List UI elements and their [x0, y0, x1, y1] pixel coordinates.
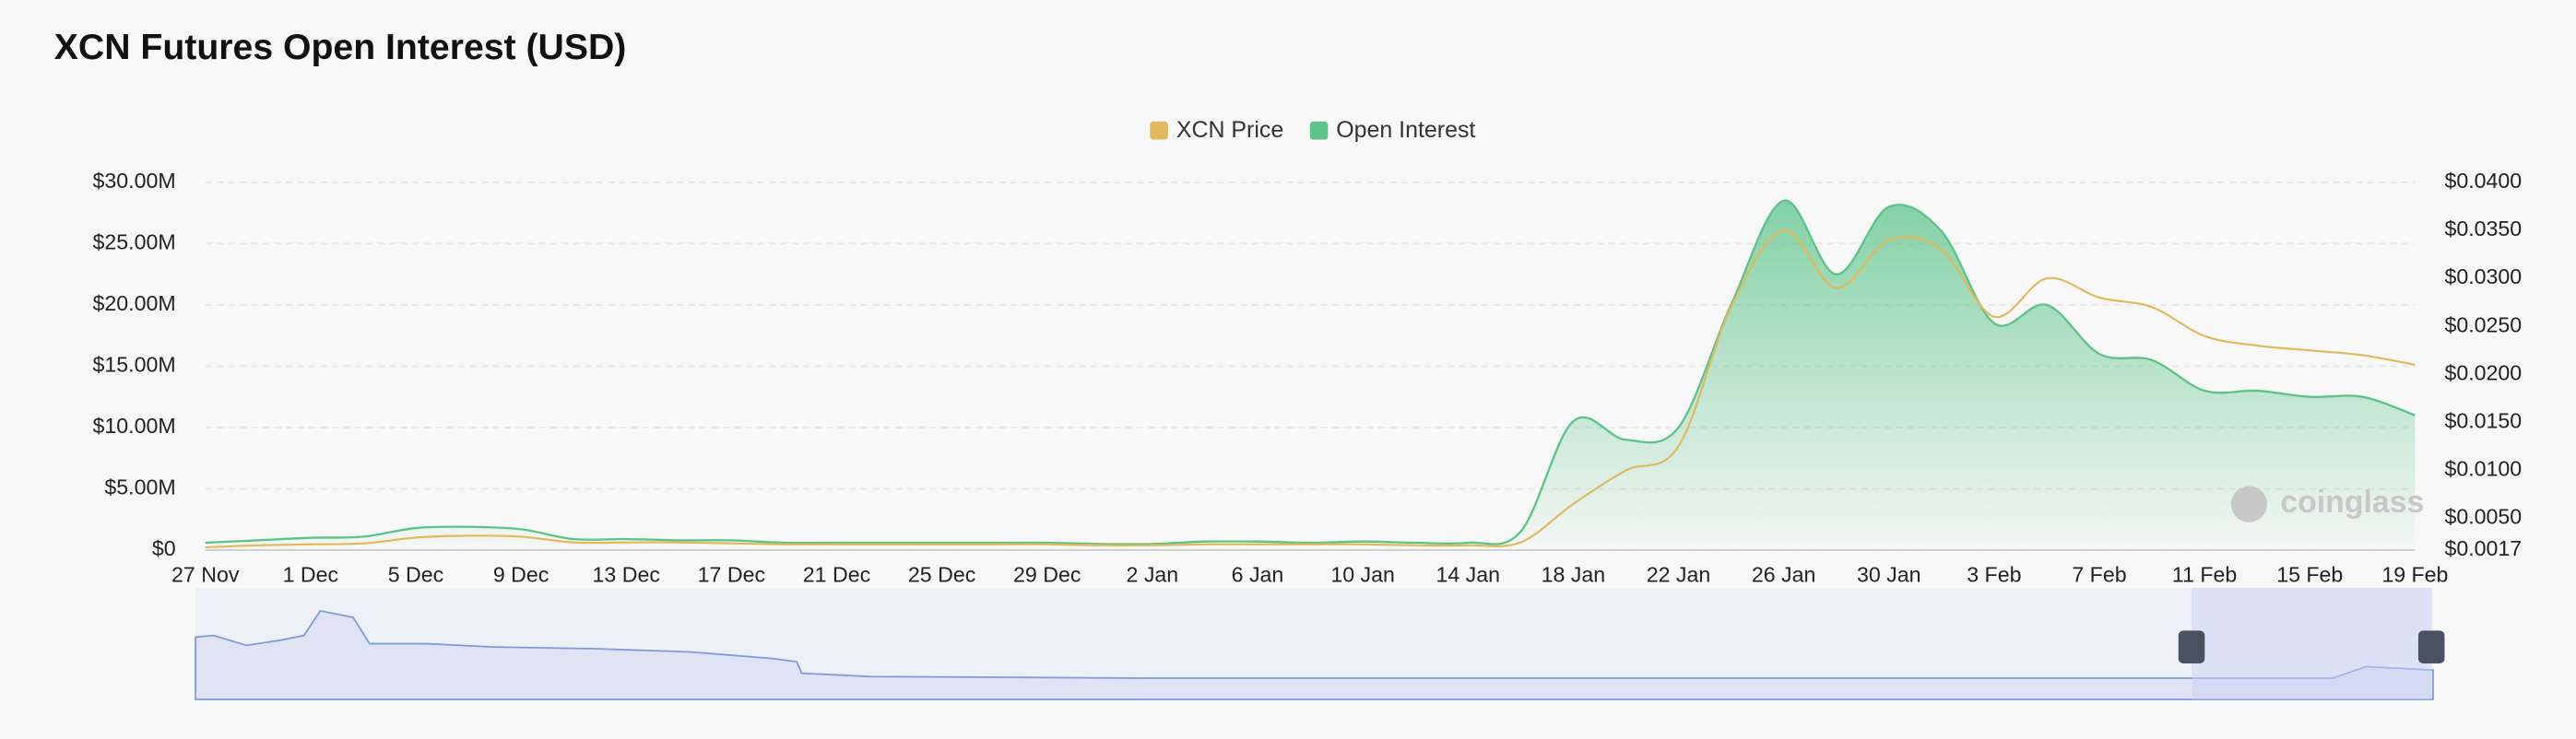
y2-tick-label: $0.0050	[2444, 505, 2522, 529]
x-tick-label: 1 Dec	[283, 563, 339, 587]
watermark-logo	[2230, 486, 2268, 522]
x-tick-label: 2 Jan	[1127, 563, 1179, 587]
x-tick-label: 5 Dec	[388, 563, 444, 587]
y2-tick-label: $0.0017	[2444, 536, 2522, 560]
x-tick-label: 10 Jan	[1330, 563, 1395, 587]
y-tick-label: $5.00M	[104, 475, 175, 499]
x-tick-label: 7 Feb	[2072, 563, 2126, 587]
y-tick-label: $0	[152, 536, 176, 560]
y2-tick-label: $0.0350	[2444, 217, 2522, 240]
chart-title: XCN Futures Open Interest (USD)	[54, 28, 627, 67]
x-tick-label: 13 Dec	[593, 563, 660, 587]
x-tick-label: 11 Feb	[2172, 563, 2237, 587]
zoom-handle[interactable]	[2178, 630, 2205, 663]
y-tick-label: $10.00M	[93, 414, 176, 438]
legend-label: XCN Price	[1176, 117, 1283, 143]
x-tick-label: 25 Dec	[908, 563, 975, 587]
legend-swatch	[1309, 121, 1329, 140]
area	[205, 200, 2416, 551]
data-zoom	[195, 587, 2445, 701]
line	[205, 229, 2416, 548]
x-tick-label: 22 Jan	[1647, 563, 1711, 587]
x-tick-label: 21 Dec	[803, 563, 870, 587]
x-tick-label: 6 Jan	[1232, 563, 1284, 587]
watermark: coinglass	[2280, 485, 2424, 520]
y2-tick-label: $0.0150	[2444, 409, 2522, 433]
y2-tick-label: $0.0300	[2444, 264, 2522, 288]
x-tick-label: 19 Feb	[2381, 563, 2448, 587]
zoom-window[interactable]	[2192, 587, 2432, 700]
legend-label: Open Interest	[1336, 117, 1475, 143]
line	[205, 199, 2416, 545]
zoom-handle[interactable]	[2417, 630, 2445, 663]
y2-tick-label: $0.0250	[2444, 312, 2522, 336]
legend-swatch	[1150, 121, 1168, 140]
y-tick-label: $30.00M	[93, 169, 176, 193]
x-tick-label: 14 Jan	[1436, 563, 1500, 587]
y-tick-label: $25.00M	[93, 230, 176, 254]
x-tick-label: 9 Dec	[493, 563, 549, 587]
x-tick-label: 15 Feb	[2276, 563, 2343, 587]
x-tick-label: 18 Jan	[1542, 563, 1606, 587]
x-tick-label: 30 Jan	[1857, 563, 1921, 587]
x-tick-label: 26 Jan	[1752, 563, 1816, 587]
y2-tick-label: $0.0200	[2444, 360, 2522, 384]
y2-tick-label: $0.0400	[2444, 169, 2522, 193]
y2-tick-label: $0.0100	[2444, 457, 2522, 481]
x-tick-label: 27 Nov	[171, 563, 240, 587]
y-tick-label: $20.00M	[93, 291, 176, 315]
x-tick-label: 3 Feb	[1967, 563, 2021, 587]
y-tick-label: $15.00M	[93, 353, 176, 377]
x-tick-label: 29 Dec	[1013, 563, 1081, 587]
x-tick-label: 17 Dec	[698, 563, 765, 587]
